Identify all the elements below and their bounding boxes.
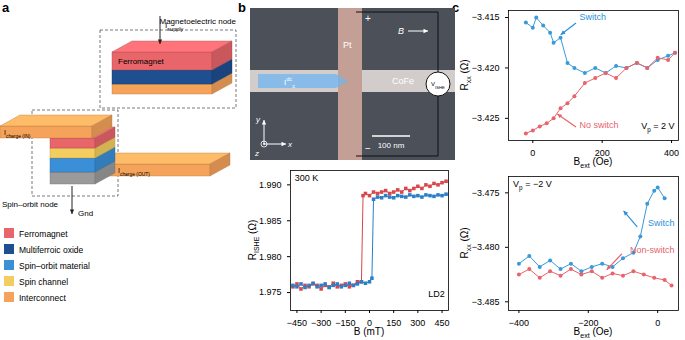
svg-text:Spin–orbit material: Spin–orbit material [19, 261, 90, 271]
html-text:Bext(Oe): Bext(Oe) [573, 326, 613, 339]
svg-text:Magnetoelectric node: Magnetoelectric node [160, 17, 237, 26]
svg-text:−3.480: −3.480 [472, 242, 500, 252]
html-text:(Ω): (Ω) [459, 227, 470, 245]
html-text:B (mT): B (mT) [353, 326, 385, 337]
svg-text:Interconnect: Interconnect [19, 293, 66, 303]
svg-text:Ferromagnet: Ferromagnet [19, 229, 68, 239]
svg-text:−450: −450 [287, 318, 307, 328]
html-text:R: R [247, 253, 258, 261]
svg-text:1.990: 1.990 [259, 180, 282, 190]
svg-text:1.980: 1.980 [259, 252, 282, 262]
html-text:Switch: Switch [648, 217, 675, 228]
html-text:xx: xx [465, 76, 472, 84]
html-text:300 K: 300 K [294, 173, 319, 184]
svg-text:−400: −400 [509, 318, 529, 328]
html-text:R: R [459, 251, 470, 259]
html-text:(Ω): (Ω) [459, 59, 470, 77]
svg-text:Pt: Pt [343, 40, 352, 50]
html-text:b: b [238, 0, 246, 15]
html-text:LD2: LD2 [428, 289, 445, 300]
svg-text:−: − [365, 143, 371, 154]
html-text:ISHE: ISHE [253, 236, 260, 253]
html-text:R: R [459, 83, 470, 91]
svg-text:VISHE: VISHE [431, 81, 445, 90]
svg-text:Ferromagnet: Ferromagnet [118, 57, 165, 66]
svg-text:−3.425: −3.425 [472, 113, 500, 123]
svg-text:0: 0 [367, 317, 372, 328]
svg-text:−300: −300 [311, 318, 331, 328]
svg-text:Icharge (OUT): Icharge (OUT) [118, 167, 150, 177]
html-text:xx: xx [465, 244, 472, 252]
svg-text:Spin–orbit node: Spin–orbit node [2, 200, 59, 209]
svg-text:−3.420: −3.420 [472, 63, 500, 73]
svg-text:−3.475: −3.475 [472, 188, 500, 198]
svg-text:Icharge (IN): Icharge (IN) [4, 129, 31, 139]
svg-text:0: 0 [530, 148, 535, 158]
svg-text:100 nm: 100 nm [378, 141, 405, 150]
svg-text:−3.485: −3.485 [472, 297, 500, 307]
svg-text:Isupply: Isupply [165, 21, 184, 32]
svg-text:z: z [254, 149, 259, 158]
svg-text:1.985: 1.985 [259, 216, 282, 226]
svg-text:400: 400 [664, 148, 679, 158]
svg-text:−3.415: −3.415 [472, 12, 500, 22]
html-text:Vp= 2 V: Vp= 2 V [641, 120, 675, 133]
html-text:c: c [452, 0, 460, 15]
svg-text:B: B [398, 26, 404, 36]
html-text:No switch: No switch [579, 119, 619, 130]
html-text:Bext(Oe): Bext(Oe) [573, 156, 613, 169]
svg-text:0: 0 [655, 318, 660, 328]
html-text:(Ω): (Ω) [247, 219, 258, 237]
svg-text:1.975: 1.975 [259, 287, 282, 297]
svg-text:+: + [365, 13, 371, 24]
svg-text:CoFe: CoFe [392, 76, 414, 86]
html-text:Switch: Switch [579, 11, 606, 22]
svg-text:−200: −200 [578, 317, 599, 328]
html-text:Vp= −2 V: Vp= −2 V [513, 179, 552, 191]
svg-text:Gnd: Gnd [78, 209, 93, 218]
svg-text:Multiferroic oxide: Multiferroic oxide [19, 245, 84, 255]
svg-text:450: 450 [435, 318, 450, 328]
svg-text:y: y [255, 115, 261, 124]
html-text:Non-switch: Non-switch [630, 244, 675, 255]
svg-text:300: 300 [410, 318, 425, 328]
svg-text:Spin channel: Spin channel [19, 277, 68, 287]
svg-text:200: 200 [594, 147, 610, 158]
svg-text:Idcc: Idcc [284, 76, 295, 89]
svg-text:−150: −150 [335, 318, 355, 328]
svg-text:150: 150 [386, 318, 401, 328]
html-text:a: a [2, 0, 10, 15]
svg-text:x: x [287, 140, 293, 149]
